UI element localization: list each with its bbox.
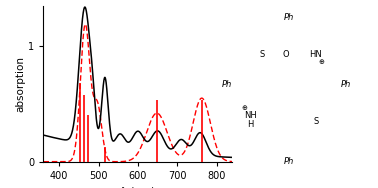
Text: Ph: Ph [222,80,232,89]
Text: NH: NH [244,111,256,120]
Text: Ph: Ph [284,13,294,22]
Text: O: O [282,50,289,59]
Text: ⊕: ⊕ [242,105,248,111]
Text: ⊕: ⊕ [318,58,324,64]
Text: HN: HN [310,50,322,59]
Text: S: S [260,50,265,59]
Text: S: S [313,117,318,126]
X-axis label: λ (nm): λ (nm) [121,186,155,188]
Y-axis label: absorption: absorption [15,56,26,112]
Text: Ph: Ph [284,157,294,166]
Text: H: H [247,120,253,129]
Text: Ph: Ph [341,80,352,89]
